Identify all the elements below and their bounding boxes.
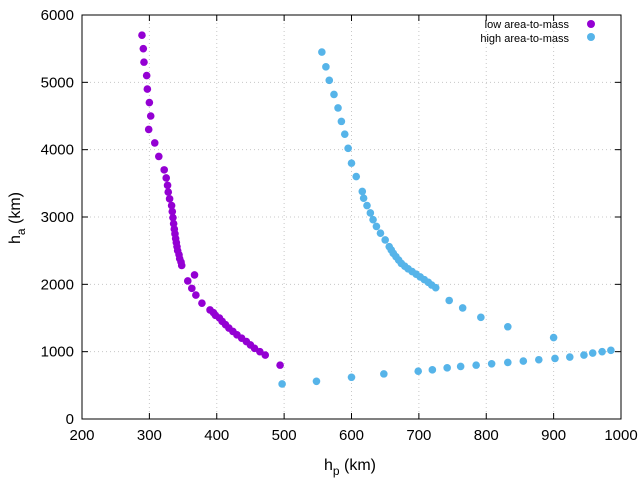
data-point <box>330 90 338 99</box>
x-tick-label: 300 <box>137 427 162 444</box>
data-point <box>312 377 321 386</box>
data-point <box>162 174 171 182</box>
data-point <box>372 222 381 231</box>
data-point <box>145 98 154 107</box>
y-tick-label: 6000 <box>41 7 74 24</box>
data-point <box>551 354 559 363</box>
legend-marker-low <box>587 20 595 28</box>
data-point <box>278 380 286 388</box>
data-point <box>428 366 437 374</box>
data-point <box>164 188 173 196</box>
data-point <box>607 346 615 355</box>
data-point <box>565 353 574 361</box>
series-layer <box>138 31 615 388</box>
series-low-area-to-mass <box>138 31 284 369</box>
data-point <box>344 144 352 153</box>
data-point <box>472 361 480 369</box>
data-point <box>414 367 423 375</box>
data-point <box>445 296 453 305</box>
legend-marker-high <box>587 33 595 41</box>
x-axis-title: hp (km) <box>324 457 376 478</box>
data-point <box>163 181 172 190</box>
data-point <box>504 322 512 331</box>
y-axis-title: ha (km) <box>7 192 28 244</box>
data-point <box>347 159 356 167</box>
data-point <box>535 355 543 364</box>
data-point <box>146 112 155 120</box>
y-tick-label: 5000 <box>41 74 74 91</box>
data-point <box>142 71 151 80</box>
data-point <box>144 125 153 134</box>
data-point <box>139 44 148 53</box>
data-point <box>177 261 186 270</box>
data-point <box>192 291 200 299</box>
data-point <box>188 284 196 293</box>
data-point <box>443 364 451 372</box>
data-point <box>169 213 177 222</box>
data-point <box>334 104 342 112</box>
data-point <box>359 194 368 202</box>
x-tick-label: 800 <box>474 427 499 444</box>
data-point <box>363 201 371 210</box>
x-tick-label: 200 <box>69 427 94 444</box>
x-tick-label: 500 <box>272 427 297 444</box>
legend-label-high: high area-to-mass <box>480 33 569 45</box>
data-point <box>198 299 206 307</box>
data-point <box>160 166 168 174</box>
data-point <box>352 172 361 181</box>
data-point <box>598 347 606 356</box>
data-point <box>150 139 159 147</box>
tick-labels: 200 300 400 500 600 700 800 900 1000 0 1000 2000 300… <box>41 7 638 444</box>
data-point <box>580 351 588 359</box>
data-point <box>519 357 528 365</box>
data-point <box>155 152 163 161</box>
data-point <box>340 130 349 138</box>
data-point <box>337 117 346 126</box>
data-point <box>261 351 270 359</box>
data-point <box>165 195 174 203</box>
data-point <box>487 359 496 368</box>
x-tick-label: 700 <box>406 427 431 444</box>
y-tick-label: 1000 <box>41 344 74 361</box>
y-tick-label: 2000 <box>41 276 74 293</box>
data-point <box>276 361 284 369</box>
data-point <box>369 215 377 224</box>
x-tick-label: 400 <box>204 427 229 444</box>
x-tick-label: 1000 <box>604 427 637 444</box>
data-point <box>325 76 334 85</box>
data-point <box>458 304 467 312</box>
data-point <box>138 31 146 39</box>
data-point <box>143 85 152 93</box>
data-point <box>588 349 597 357</box>
y-tick-label: 3000 <box>41 209 74 226</box>
data-point <box>140 58 148 66</box>
data-point <box>376 229 385 237</box>
data-point <box>190 271 199 279</box>
data-point <box>477 313 485 322</box>
data-point <box>183 277 192 285</box>
data-point <box>381 236 389 244</box>
data-point <box>168 207 177 216</box>
data-point <box>456 362 465 371</box>
y-tick-label: 4000 <box>41 142 74 159</box>
data-point <box>549 333 558 342</box>
data-point <box>358 187 367 196</box>
x-tick-label: 900 <box>541 427 566 444</box>
data-point <box>167 201 176 210</box>
data-point <box>366 209 375 217</box>
data-point <box>431 283 440 292</box>
legend: low area-to-mass high area-to-mass <box>480 19 595 45</box>
data-point <box>322 63 330 71</box>
y-tick-label: 0 <box>66 411 74 428</box>
data-point <box>380 370 388 378</box>
series-high-area-to-mass <box>278 48 615 388</box>
x-tick-label: 600 <box>339 427 364 444</box>
data-point <box>318 48 326 56</box>
data-point <box>347 373 356 382</box>
ticks <box>81 14 622 420</box>
data-point <box>504 358 512 367</box>
legend-label-low: low area-to-mass <box>485 19 570 31</box>
grid <box>82 15 621 419</box>
